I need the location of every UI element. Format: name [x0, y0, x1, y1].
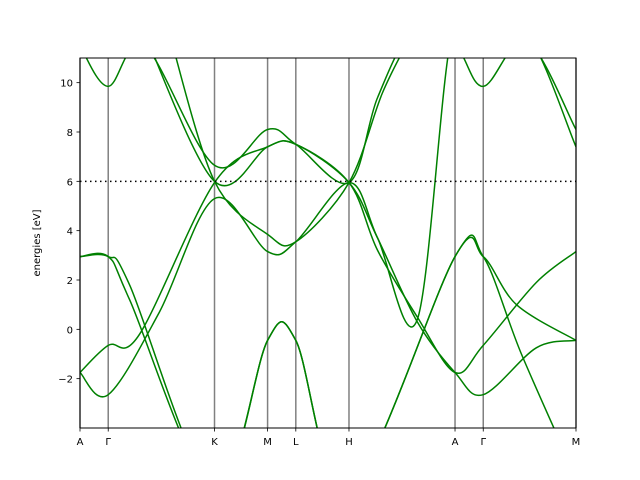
x-tick-label: A [452, 437, 459, 448]
band-line [80, 236, 576, 428]
x-tick-label: Γ [105, 437, 111, 448]
x-tick-label: M [263, 437, 272, 448]
band-line [80, 234, 555, 428]
y-tick-label: 4 [67, 227, 73, 238]
band-line [80, 181, 576, 398]
y-tick-label: 8 [67, 128, 73, 139]
x-tick-label: H [345, 437, 353, 448]
y-tick-label: 6 [67, 177, 73, 188]
band-line [154, 58, 576, 328]
band-line [175, 58, 401, 247]
y-tick-label: 10 [60, 79, 73, 90]
y-tick-label: −2 [58, 375, 73, 386]
x-tick-label: L [293, 437, 299, 448]
x-tick-label: M [572, 437, 581, 448]
y-axis: −2 0 2 4 6 8 10 [58, 79, 80, 386]
band-lines [80, 58, 576, 428]
y-tick-label: 0 [67, 325, 73, 336]
band-line [85, 58, 576, 185]
kpoint-lines [79, 58, 577, 428]
y-tick-label: 2 [67, 276, 73, 287]
plot-frame [79, 57, 577, 429]
x-tick-label: K [211, 437, 218, 448]
y-axis-label: energies [eV] [32, 209, 43, 276]
x-tick-label: A [77, 437, 84, 448]
x-tick-label: Γ [480, 437, 486, 448]
